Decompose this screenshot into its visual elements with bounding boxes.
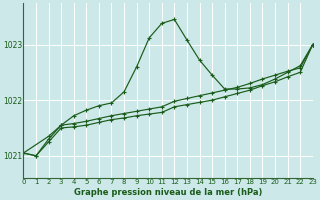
X-axis label: Graphe pression niveau de la mer (hPa): Graphe pression niveau de la mer (hPa): [74, 188, 262, 197]
